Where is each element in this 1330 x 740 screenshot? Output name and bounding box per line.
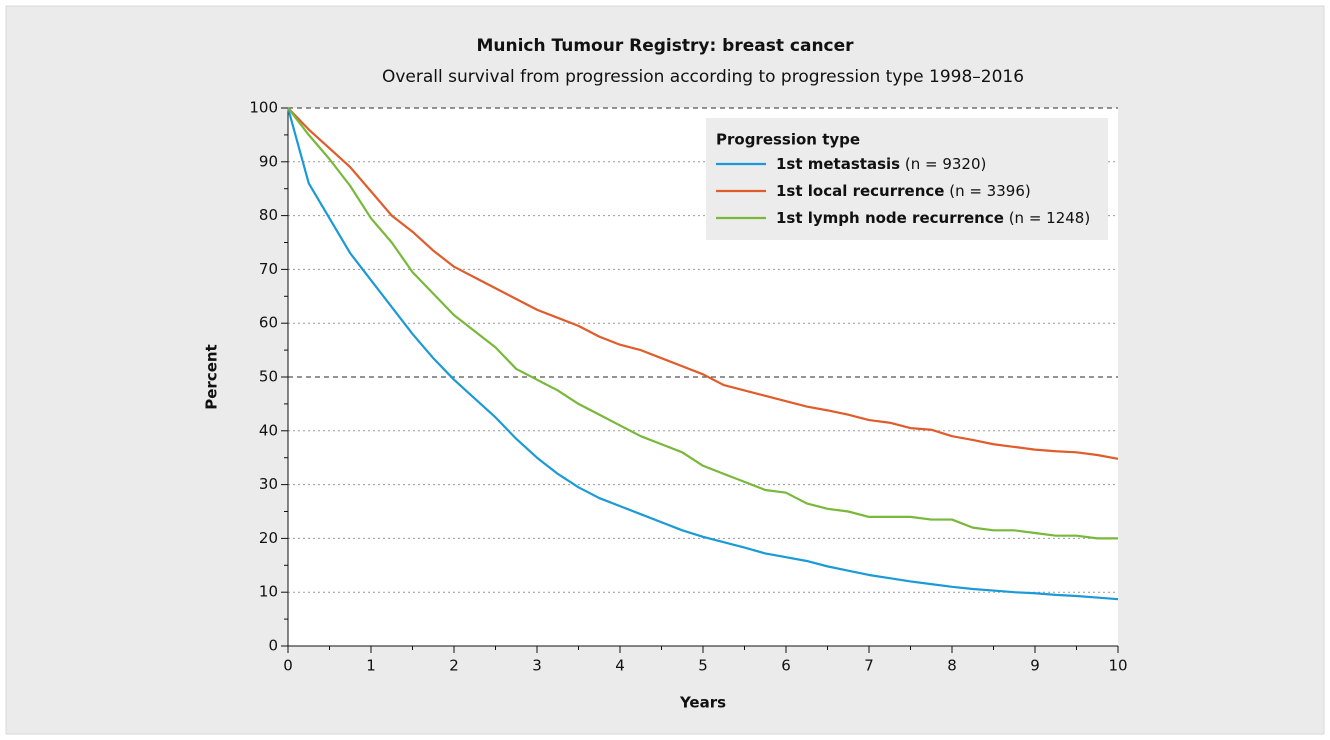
y-tick-label: 80 [259,206,278,224]
legend-entry: 1st lymph node recurrence (n = 1248) [776,209,1090,227]
legend-note: (n = 9320) [905,155,987,173]
y-tick-label: 70 [259,260,278,278]
y-tick-label: 90 [259,152,278,170]
legend-name: 1st lymph node recurrence [776,209,1004,227]
y-tick-label: 50 [259,368,278,386]
chart-subtitle: Overall survival from progression accord… [382,67,1024,87]
survival-line [287,107,1119,460]
chart-title: Munich Tumour Registry: breast cancer [476,36,854,56]
y-tick-label: 40 [259,421,278,439]
legend-title: Progression type [716,131,860,149]
x-tick-label: 8 [947,657,957,675]
y-axis-label: Percent [203,344,221,409]
y-tick-label: 20 [259,529,278,547]
x-tick-label: 7 [864,657,874,675]
x-tick-label: 9 [1030,657,1040,675]
x-tick-label: 4 [615,657,625,675]
legend-entry: 1st local recurrence (n = 3396) [776,182,1031,200]
x-tick-label: 10 [1108,657,1127,675]
x-axis-label: Years [679,694,726,712]
x-tick-label: 1 [366,657,376,675]
legend-name: 1st metastasis [776,155,900,173]
survival-line [286,107,1119,601]
legend-entry: 1st metastasis (n = 9320) [776,155,986,173]
legend-note: (n = 1248) [1009,209,1091,227]
y-tick-label: 100 [249,99,278,117]
legend-box [706,118,1108,240]
x-tick-label: 0 [283,657,293,675]
y-tick-label: 10 [259,583,278,601]
y-tick-label: 30 [259,475,278,493]
legend-note: (n = 3396) [949,182,1031,200]
x-tick-label: 2 [449,657,459,675]
y-tick-label: 60 [259,314,278,332]
x-tick-label: 3 [532,657,542,675]
survival-line [287,107,1118,540]
y-tick-label: 0 [268,637,278,655]
legend-name: 1st local recurrence [776,182,944,200]
x-tick-label: 6 [781,657,791,675]
x-tick-label: 5 [698,657,708,675]
